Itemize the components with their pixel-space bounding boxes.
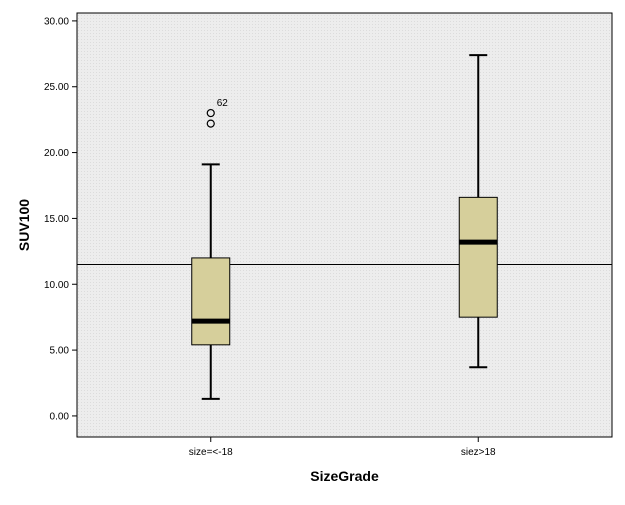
x-tick-label: siez>18 (461, 447, 496, 458)
y-tick-label: 20.00 (44, 148, 69, 159)
plot-area (76, 12, 613, 438)
box-1: 62 (191, 98, 231, 400)
interquartile-box (191, 257, 231, 346)
x-axis-title: SizeGrade (310, 468, 379, 484)
y-axis-title: SUV100 (16, 199, 32, 251)
y-tick-label: 25.00 (44, 82, 69, 93)
box-series: 62 (191, 54, 498, 400)
outlier-label: 62 (217, 98, 229, 109)
x-axis-ticks: size=<-18 siez>18 (189, 437, 496, 458)
y-tick-label: 15.00 (44, 214, 69, 225)
interquartile-box (458, 196, 498, 318)
outlier-point (206, 108, 215, 118)
y-tick-label: 5.00 (50, 346, 70, 357)
box-2 (458, 54, 498, 369)
x-tick-label: size=<-18 (189, 447, 233, 458)
y-tick-label: 0.00 (50, 411, 70, 422)
y-tick-label: 30.00 (44, 16, 69, 27)
y-axis-ticks: 0.00 5.00 10.00 15.00 20.00 25.00 30.00 (44, 16, 77, 422)
outlier-point (206, 119, 215, 128)
y-tick-label: 10.00 (44, 280, 69, 291)
